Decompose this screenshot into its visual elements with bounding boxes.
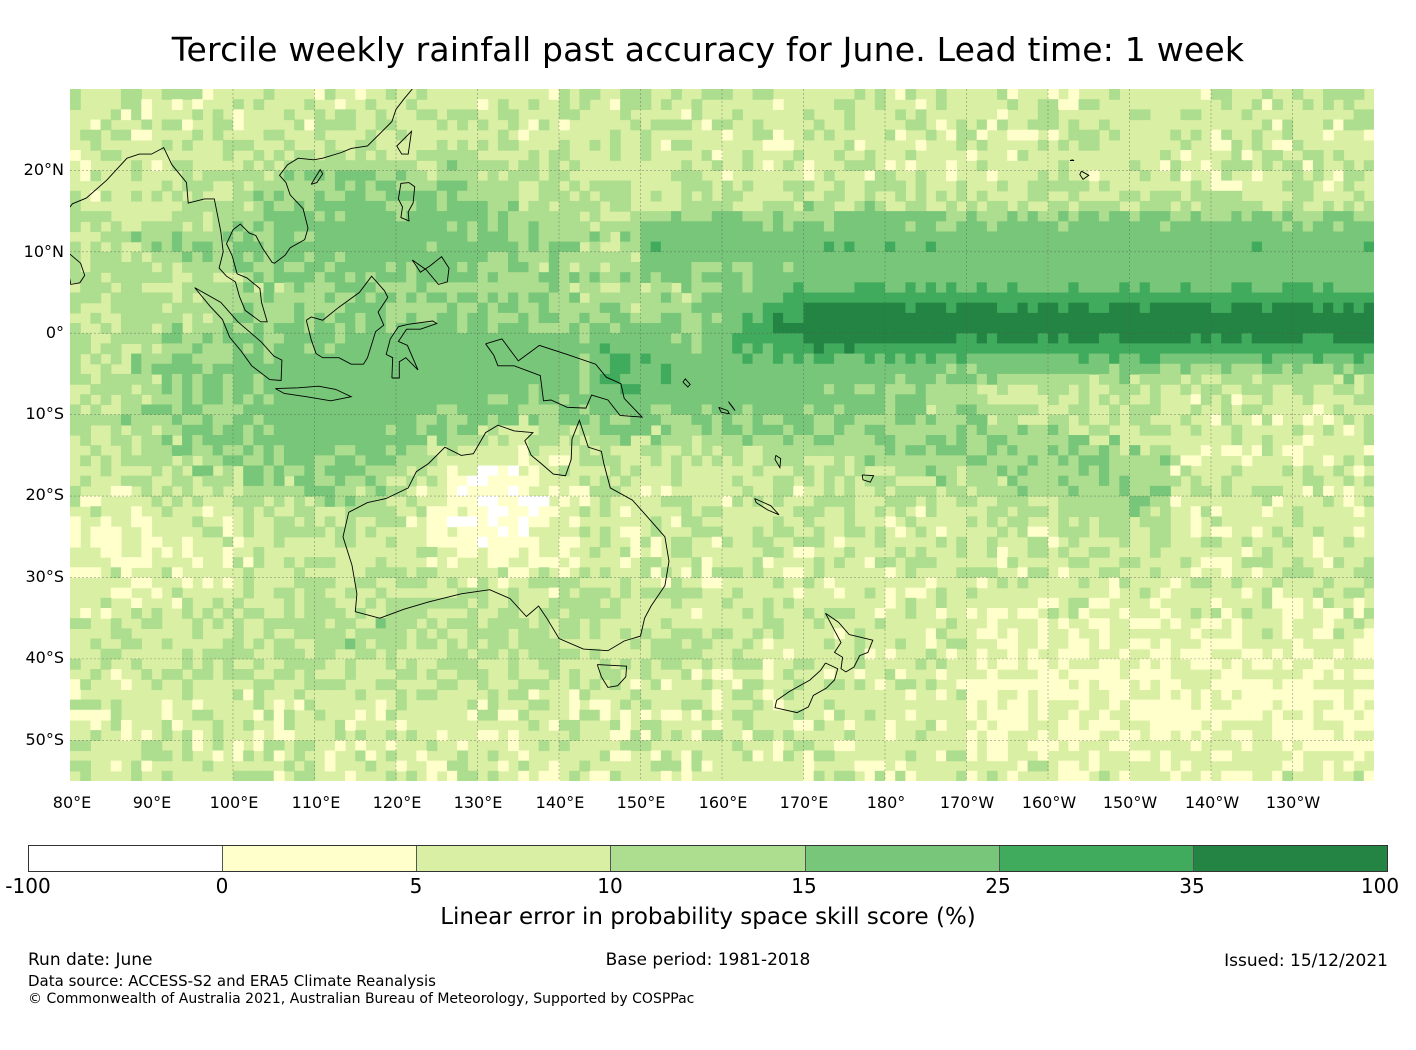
issued-date: Issued: 15/12/2021 [1224, 951, 1388, 971]
colorbar-segment [223, 846, 418, 871]
lon-label-150w: 150°W [1102, 793, 1158, 812]
lat-label-40s: 40°S [25, 648, 64, 667]
lon-label-180: 180° [866, 793, 906, 812]
lat-label-10n: 10°N [23, 242, 64, 261]
lat-label-equator: 0° [45, 323, 64, 342]
colorbar [28, 845, 1388, 872]
lat-label-30s: 30°S [25, 567, 64, 586]
skill-score-map [70, 89, 1374, 781]
data-source: Data source: ACCESS-S2 and ERA5 Climate … [28, 972, 436, 990]
base-period: Base period: 1981-2018 [605, 950, 811, 970]
lon-label-90e: 90°E [132, 793, 172, 812]
lon-label-100e: 100°E [209, 793, 259, 812]
colorbar-tick: 10 [597, 874, 623, 898]
lon-label-170w: 170°W [939, 793, 995, 812]
colorbar-label: Linear error in probability space skill … [440, 904, 976, 930]
lon-label-110e: 110°E [291, 793, 341, 812]
colorbar-tick: 25 [985, 874, 1011, 898]
lon-label-140e: 140°E [535, 793, 585, 812]
skill-field [70, 89, 1374, 781]
colorbar-segment [999, 846, 1194, 871]
lon-label-140w: 140°W [1184, 793, 1240, 812]
lon-label-160w: 160°W [1021, 793, 1077, 812]
colorbar-segment [417, 846, 612, 871]
colorbar-segment [1193, 846, 1387, 871]
copyright: © Commonwealth of Australia 2021, Austra… [28, 991, 695, 1007]
lat-label-50s: 50°S [25, 730, 64, 749]
colorbar-tick: 35 [1179, 874, 1205, 898]
lon-label-150e: 150°E [616, 793, 666, 812]
colorbar-segment [611, 846, 806, 871]
colorbar-segment [805, 846, 1000, 871]
lon-label-130w: 130°W [1265, 793, 1321, 812]
colorbar-tick: 100 [1360, 874, 1400, 898]
map-canvas [70, 89, 1374, 781]
lon-label-120e: 120°E [372, 793, 422, 812]
map-title: Tercile weekly rainfall past accuracy fo… [171, 30, 1245, 69]
colorbar-tick: 0 [215, 874, 229, 898]
run-date: Run date: June [28, 950, 153, 970]
lon-label-160e: 160°E [698, 793, 748, 812]
lat-label-10s: 10°S [25, 404, 64, 423]
lon-label-80e: 80°E [52, 793, 92, 812]
colorbar-tick: 5 [409, 874, 423, 898]
lat-label-20s: 20°S [25, 485, 64, 504]
lat-label-20n: 20°N [23, 160, 64, 179]
lon-label-170e: 170°E [779, 793, 829, 812]
colorbar-segment [29, 846, 224, 871]
colorbar-tick: -100 [5, 874, 51, 898]
coastlines [70, 89, 1090, 714]
lon-label-130e: 130°E [453, 793, 503, 812]
colorbar-tick: 15 [791, 874, 817, 898]
